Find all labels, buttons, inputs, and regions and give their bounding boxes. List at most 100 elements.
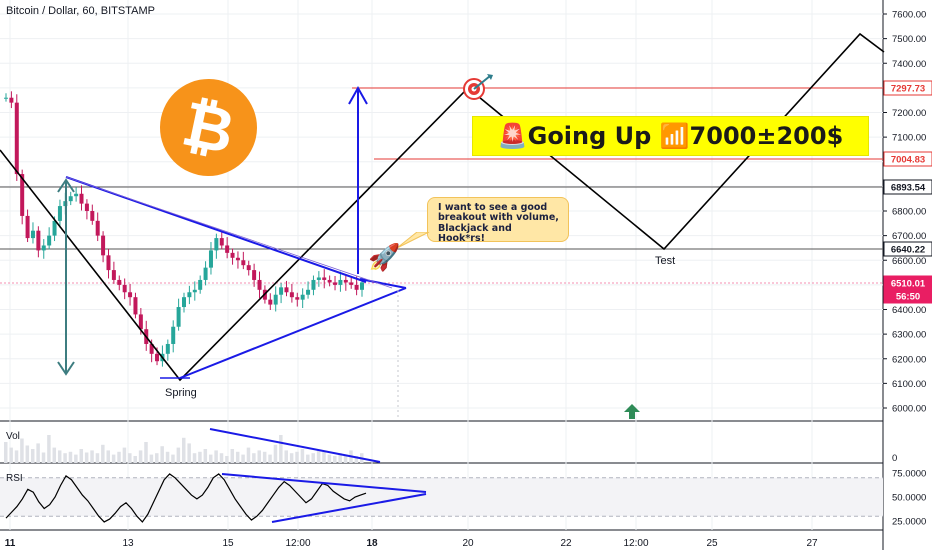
y-tick-label: 6300.00	[892, 330, 926, 341]
volume-bar	[268, 454, 272, 463]
candle-body	[101, 235, 106, 256]
candle-body	[52, 220, 57, 236]
candle-body	[230, 252, 235, 258]
volume-bar	[160, 446, 164, 463]
candle-body	[106, 255, 111, 271]
volume-bar	[165, 451, 170, 463]
y-tick-label: 6200.00	[892, 354, 926, 365]
candle-body	[111, 270, 116, 280]
volume-bar	[122, 447, 127, 463]
candle-body	[279, 287, 284, 295]
candle-body	[187, 292, 192, 298]
candle-body	[349, 282, 354, 285]
volume-bar	[128, 453, 132, 463]
x-tick-label: 12:00	[623, 538, 648, 549]
candle-body	[225, 245, 230, 253]
volume-bar	[47, 435, 51, 463]
volume-bar	[52, 447, 57, 463]
candle-body	[155, 353, 160, 362]
volume-bar	[235, 451, 240, 463]
volume-bar	[171, 454, 175, 463]
volume-bar	[25, 445, 30, 463]
x-tick-label: 25	[706, 538, 718, 549]
volume-bar	[133, 456, 137, 463]
candle-body	[122, 284, 127, 293]
volume-bar	[4, 442, 8, 463]
volume-bar	[68, 451, 73, 463]
x-tick-label: 27	[806, 538, 818, 549]
volume-bar	[338, 453, 342, 463]
candle-body	[84, 203, 89, 211]
volume-bar	[63, 453, 67, 463]
volume-bar	[117, 451, 121, 463]
volume-bar	[203, 449, 208, 463]
rsi-line	[5, 473, 367, 523]
volume-bar	[252, 453, 256, 463]
callout-note: I want to see a good breakout with volum…	[427, 197, 569, 244]
candle-body	[176, 307, 181, 327]
teal-arrow-down	[57, 361, 75, 376]
y-tick-label: 7100.00	[892, 133, 926, 144]
volume-bar	[295, 451, 299, 463]
test-label: Test	[655, 255, 676, 267]
volume-bar	[214, 450, 218, 463]
volume-bar	[79, 449, 84, 463]
candle-body	[214, 238, 219, 251]
candle-body	[95, 220, 100, 236]
candle-body	[295, 297, 300, 300]
candle-body	[133, 297, 138, 315]
candle-body	[79, 193, 84, 204]
price-tag-label: 6640.22	[891, 245, 925, 256]
candle-body	[4, 97, 8, 99]
candle-body	[14, 102, 19, 175]
price-tag-label: 6893.54	[891, 183, 926, 194]
y-tick-label: 7500.00	[892, 34, 926, 45]
candle-body	[343, 279, 348, 283]
candle-body	[235, 257, 240, 261]
callout-tail	[396, 232, 430, 249]
y-tick-label: 6800.00	[892, 207, 926, 218]
volume-bar	[273, 444, 278, 463]
volume-bar	[311, 453, 315, 463]
volume-bar	[36, 443, 40, 463]
price-tag-label: 7297.73	[891, 84, 925, 95]
candle-body	[57, 206, 62, 221]
x-tick-label: 15	[222, 538, 234, 549]
candle-body	[284, 287, 289, 293]
candle-body	[257, 279, 262, 290]
rsi-lower-trend	[271, 493, 427, 523]
candle-body	[117, 279, 122, 285]
candle-body	[338, 279, 343, 285]
candle-body	[198, 279, 203, 290]
vol-trend-line	[209, 428, 381, 463]
candle-body	[68, 196, 73, 202]
x-tick-label: 18	[366, 538, 378, 549]
vol-tick-label: 0	[892, 453, 897, 464]
x-tick-label: 12:00	[285, 538, 310, 549]
volume-bar	[149, 454, 154, 463]
candle-body	[192, 289, 197, 293]
price-tag-label: 6510.01	[891, 279, 926, 290]
chart-title: Bitcoin / Dollar, 60, BITSTAMP	[6, 5, 155, 17]
volume-bar	[289, 453, 294, 463]
volume-bar	[300, 449, 305, 463]
volume-bar	[20, 438, 24, 463]
volume-bar	[198, 451, 202, 463]
price-tag	[883, 151, 932, 167]
candle-body	[182, 297, 186, 308]
candle-body	[311, 279, 316, 290]
triangle-lower-line	[179, 287, 407, 379]
volume-bar	[111, 454, 116, 463]
candle-body	[47, 235, 52, 246]
volume-bar	[262, 451, 267, 463]
volume-bar	[219, 453, 224, 463]
candle-body	[322, 277, 327, 280]
candle-body	[300, 294, 305, 300]
x-tick-label: 22	[560, 538, 572, 549]
y-tick-label: 6700.00	[892, 231, 926, 242]
candle-body	[273, 294, 278, 305]
volume-bar	[187, 443, 191, 463]
y-tick-label: 7200.00	[892, 108, 926, 119]
candle-body	[208, 250, 213, 268]
